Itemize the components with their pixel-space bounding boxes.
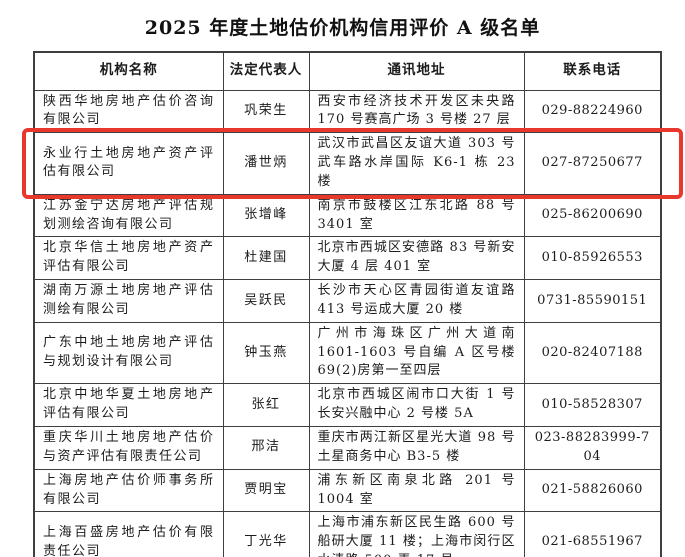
address-cell: 南京市鼓楼区江东北路 88 号 3401 室: [308, 193, 525, 238]
org-name-cell: 广东中地土地房地产评估与规划设计有限公司: [33, 321, 224, 385]
phone-cell: 010-85926553: [523, 236, 662, 281]
org-name-cell: 重庆华川土地房地产估价与资产评估有限责任公司: [33, 426, 224, 470]
table-row: 上海房地产估价师事务所有限公司 贾明宝 浦东新区南泉北路 201 号 1004 …: [33, 468, 662, 513]
table-row: 湖南万源土地房地产评估测绘有限公司 吴跃民 长沙市天心区青园街道友谊路 413 …: [33, 279, 662, 323]
table-row: 北京华信土地房地产资产评估有限公司 杜建国 北京市西城区安德路 83 号新安大厦…: [33, 236, 662, 281]
rating-table: 机构名称 法定代表人 通讯地址 联系电话 陕西华地房地产估价咨询有限公司 巩荣生…: [33, 51, 662, 557]
address-cell: 长沙市天心区青园街道友谊路 413 号运成大厦 20 楼: [308, 279, 525, 323]
org-name-cell: 永业行土地房地产资产评估有限公司: [33, 132, 224, 195]
address-cell: 北京市西城区闹市口大街 1 号长安兴融中心 2 号楼 5A: [308, 383, 525, 427]
col-header-phone: 联系电话: [523, 51, 662, 91]
table-row: 江苏金宁达房地产评估规划测绘咨询有限公司 张增峰 南京市鼓楼区江东北路 88 号…: [33, 193, 662, 238]
address-cell: 浦东新区南泉北路 201 号 1004 室: [308, 468, 525, 513]
org-name-cell: 北京中地华夏土地房地产评估有限公司: [33, 383, 224, 427]
phone-cell: 021-68551967: [523, 511, 662, 557]
org-name-cell: 湖南万源土地房地产评估测绘有限公司: [33, 279, 224, 323]
col-header-address: 通讯地址: [308, 51, 525, 91]
phone-cell: 025-86200690: [523, 193, 662, 238]
table-row: 陕西华地房地产估价咨询有限公司 巩荣生 西安市经济技术开发区未央路 170 号赛…: [33, 89, 662, 134]
legal-rep-cell: 吴跃民: [222, 279, 310, 323]
legal-rep-cell: 邢洁: [222, 426, 310, 470]
table-header-row: 机构名称 法定代表人 通讯地址 联系电话: [33, 51, 662, 91]
address-cell: 广州市海珠区广州大道南 1601-1603 号自编 A 区号楼 69(2)房第一…: [308, 321, 525, 385]
page-title: 2025 年度土地估价机构信用评价 A 级名单: [144, 17, 541, 39]
phone-cell: 0731-85590151: [523, 279, 662, 323]
address-cell: 武汉市武昌区友谊大道 303 号武车路水岸国际 K6-1 栋 23 楼: [308, 132, 525, 195]
legal-rep-cell: 张增峰: [222, 193, 310, 238]
org-name-cell: 江苏金宁达房地产评估规划测绘咨询有限公司: [33, 193, 224, 238]
legal-rep-cell: 丁光华: [222, 511, 310, 557]
legal-rep-cell: 杜建国: [222, 236, 310, 281]
table-row: 广东中地土地房地产评估与规划设计有限公司 钟玉燕 广州市海珠区广州大道南 160…: [33, 321, 662, 385]
org-name-cell: 陕西华地房地产估价咨询有限公司: [33, 89, 224, 134]
phone-cell: 027-87250677: [523, 132, 662, 195]
col-header-legal-rep: 法定代表人: [222, 51, 310, 91]
address-cell: 西安市经济技术开发区未央路 170 号赛高广场 3 号楼 27 层: [308, 89, 525, 134]
legal-rep-cell: 贾明宝: [222, 468, 310, 513]
table-row: 上海百盛房地产估价有限责任公司 丁光华 上海市浦东新区民生路 600 号船研大厦…: [33, 511, 662, 557]
address-cell: 北京市西城区安德路 83 号新安大厦 4 层 401 室: [308, 236, 525, 281]
legal-rep-cell: 巩荣生: [222, 89, 310, 134]
org-name-cell: 北京华信土地房地产资产评估有限公司: [33, 236, 224, 281]
table-row: 永业行土地房地产资产评估有限公司 潘世炳 武汉市武昌区友谊大道 303 号武车路…: [33, 132, 662, 195]
phone-cell: 010-58528307: [523, 383, 662, 427]
legal-rep-cell: 潘世炳: [222, 132, 310, 195]
address-cell: 上海市浦东新区民生路 600 号船研大厦 11 楼；上海市闵行区水清路 500 …: [308, 511, 525, 557]
phone-cell: 029-88224960: [523, 89, 662, 134]
address-cell: 重庆市两江新区星光大道 98 号土星商务中心 B3-5 楼: [308, 426, 525, 470]
org-name-cell: 上海房地产估价师事务所有限公司: [33, 468, 224, 513]
col-header-org-name: 机构名称: [33, 51, 224, 91]
table-row: 北京中地华夏土地房地产评估有限公司 张红 北京市西城区闹市口大街 1 号长安兴融…: [33, 383, 662, 427]
legal-rep-cell: 钟玉燕: [222, 321, 310, 385]
phone-cell: 021-58826060: [523, 468, 662, 513]
phone-cell: 023-88283999-704: [523, 426, 662, 470]
table-body: 陕西华地房地产估价咨询有限公司 巩荣生 西安市经济技术开发区未央路 170 号赛…: [33, 89, 662, 557]
table-row: 重庆华川土地房地产估价与资产评估有限责任公司 邢洁 重庆市两江新区星光大道 98…: [33, 426, 662, 470]
legal-rep-cell: 张红: [222, 383, 310, 427]
phone-cell: 020-82407188: [523, 321, 662, 385]
org-name-cell: 上海百盛房地产估价有限责任公司: [33, 511, 224, 557]
